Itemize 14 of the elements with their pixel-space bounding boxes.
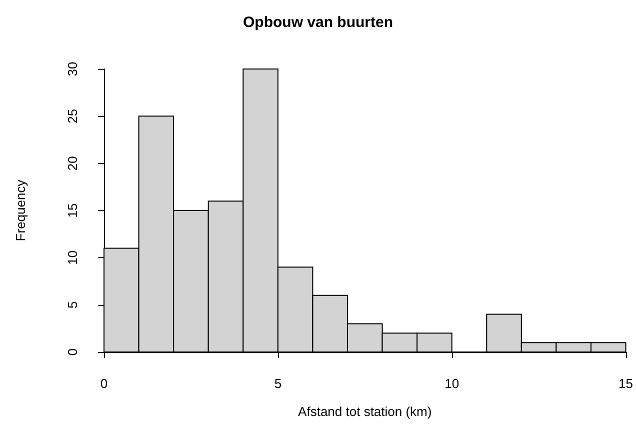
x-tick-label: 0 — [100, 376, 108, 391]
x-tick-label: 15 — [618, 376, 634, 391]
y-tick-label: 20 — [65, 156, 80, 171]
y-tick-label: 15 — [65, 203, 80, 218]
chart-title: Opbouw van buurten — [243, 14, 393, 31]
y-axis-title: Frequency — [13, 179, 28, 242]
y-tick-label: 5 — [65, 301, 80, 308]
y-tick-label: 25 — [65, 108, 80, 124]
x-axis-title: Afstand tot station (km) — [298, 404, 432, 419]
y-tick-label: 0 — [65, 348, 80, 356]
y-tick-label: 30 — [65, 62, 80, 76]
x-tick-label: 10 — [444, 376, 460, 391]
x-tick-label: 5 — [274, 376, 282, 391]
y-tick-label: 10 — [65, 250, 80, 265]
